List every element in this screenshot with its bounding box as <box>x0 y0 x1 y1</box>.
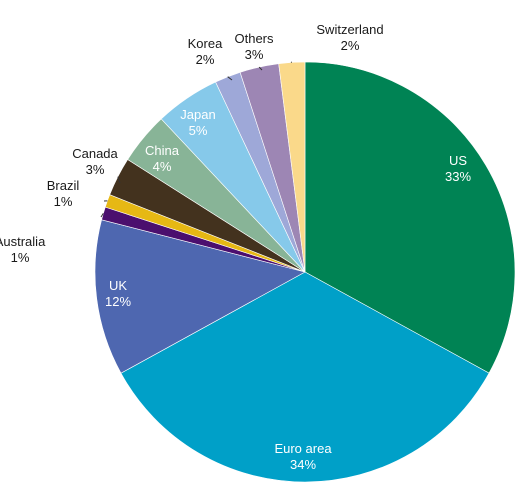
slice-label-others: Others 3% <box>234 31 274 62</box>
slice-name-china: China <box>145 143 180 158</box>
slice-label-australia: Australia1% <box>0 234 46 265</box>
leader-line-others <box>258 66 263 71</box>
slice-name-uk: UK <box>109 278 127 293</box>
pie-slices <box>94 61 516 483</box>
slice-name-canada: Canada <box>72 146 118 161</box>
slice-value-switzerland: 2% <box>341 38 360 53</box>
slice-value-brazil: 1% <box>54 194 73 209</box>
slice-value-us: 33% <box>445 169 471 184</box>
slice-label-brazil: Brazil 1% <box>47 178 80 209</box>
slice-label-china: China 4% <box>145 143 180 174</box>
slice-value-uk: 12% <box>105 294 131 309</box>
slice-value-canada: 3% <box>86 162 105 177</box>
slice-value-japan: 5% <box>189 123 208 138</box>
slice-label-us: US 33% <box>445 153 471 184</box>
slice-name-euro-area: Euro area <box>274 441 332 456</box>
slice-label-canada: Canada 3% <box>72 146 118 177</box>
slice-name-japan: Japan <box>180 107 215 122</box>
slice-value-china: 4% <box>153 159 172 174</box>
slice-label-japan: Japan 5% <box>180 107 215 138</box>
pie-slice-us <box>304 61 516 374</box>
pie-slice-switzerland <box>278 61 306 273</box>
slice-name-australia: Australia <box>0 234 46 249</box>
slice-value-euro-area: 34% <box>290 457 316 472</box>
slice-value-korea: 2% <box>196 52 215 67</box>
slice-name-brazil: Brazil <box>47 178 80 193</box>
slice-value-australia: 1% <box>11 250 30 265</box>
slice-name-switzerland: Switzerland <box>316 22 383 37</box>
pie-slice-euro-area <box>120 271 490 483</box>
leader-line-canada <box>117 176 121 184</box>
slice-label-switzerland: Switzerland 2% <box>316 22 383 53</box>
slice-name-korea: Korea <box>188 36 223 51</box>
slice-value-others: 3% <box>245 47 264 62</box>
leader-line-australia <box>100 213 104 218</box>
slice-name-us: US <box>449 153 467 168</box>
pie-slice-uk <box>94 219 306 374</box>
slice-label-korea: Korea 2% <box>188 36 223 67</box>
slice-name-others: Others <box>234 31 274 46</box>
slice-label-uk: UK 12% <box>105 278 131 309</box>
slice-label-euro-area: Euro area 34% <box>274 441 332 472</box>
leader-lines <box>100 61 293 218</box>
leader-line-korea <box>227 76 233 81</box>
